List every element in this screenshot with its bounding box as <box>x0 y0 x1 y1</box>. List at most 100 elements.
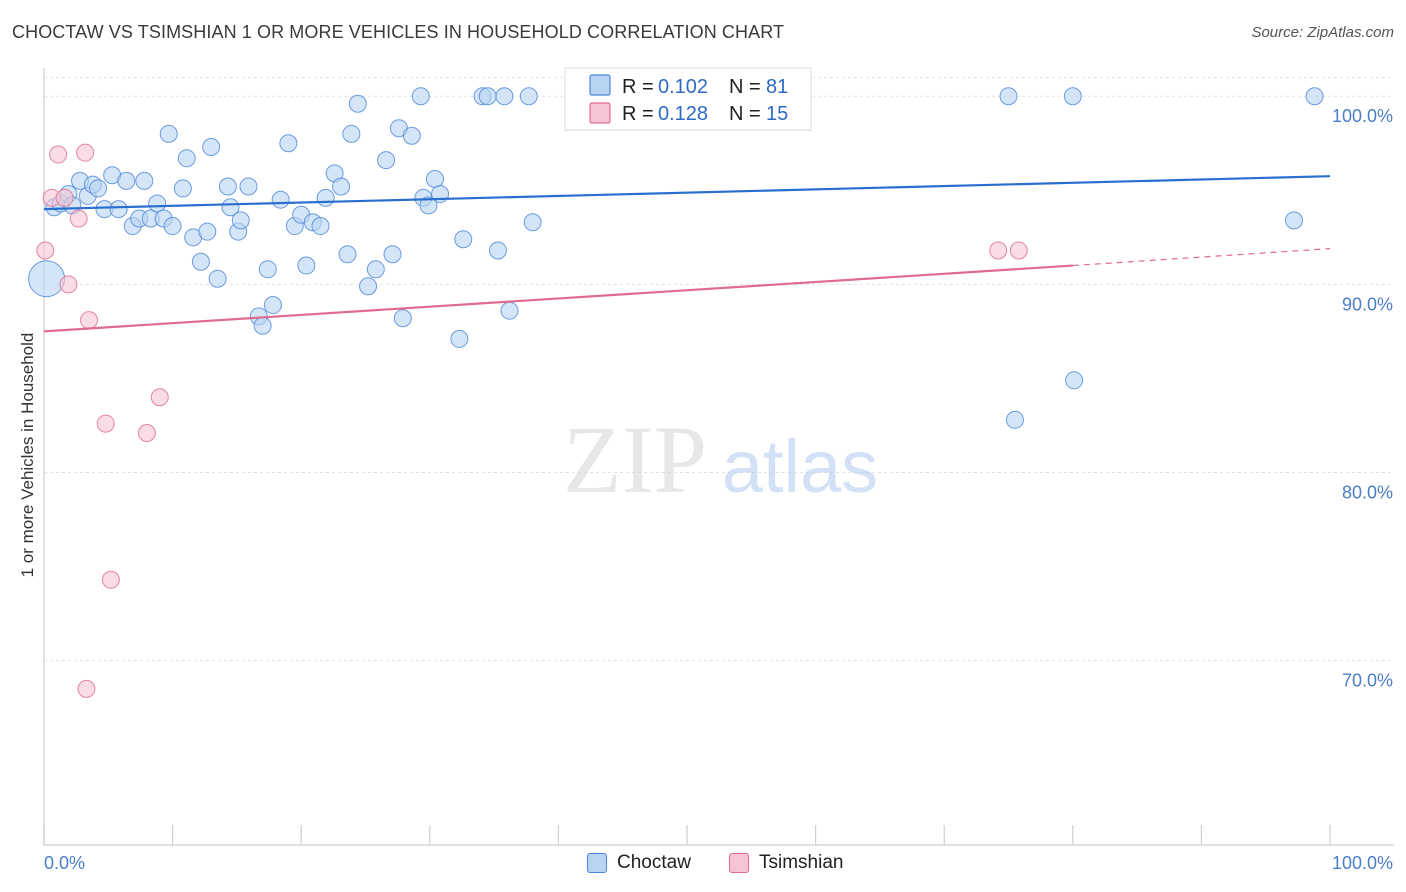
choctaw-point <box>135 171 154 190</box>
series-legend: Choctaw Tsimshian <box>0 852 1406 878</box>
choctaw-point <box>519 87 538 106</box>
tsimshian-point <box>150 388 169 407</box>
choctaw-point <box>279 134 298 153</box>
tsimshian-point <box>36 241 55 260</box>
x-tick-labels: 0.0% 100.0% <box>44 853 1393 873</box>
choctaw-point <box>359 277 378 296</box>
tsimshian-point <box>989 241 1008 260</box>
choctaw-point <box>366 260 385 279</box>
choctaw-point <box>1063 87 1082 106</box>
choctaw-point <box>1005 410 1024 429</box>
choctaw-point <box>177 149 196 168</box>
y-tick-label: 70.0% <box>1342 671 1393 691</box>
stats-legend: R = 0.102 N = 81 R = 0.128 N = 15 <box>564 67 812 131</box>
choctaw-point <box>263 296 282 315</box>
x-tick-label-end: 100.0% <box>1332 853 1393 873</box>
choctaw-point <box>425 170 444 188</box>
trend-lines <box>43 175 1331 333</box>
choctaw-point <box>332 177 351 196</box>
source-credit: Source: ZipAtlas.com <box>1251 24 1394 41</box>
choctaw-point <box>258 260 277 279</box>
choctaw-point <box>377 151 396 170</box>
legend-r-value-choctaw: 0.102 <box>658 76 708 98</box>
tsimshian-legend-label: Tsimshian <box>759 852 844 873</box>
legend-n-value-choctaw: 81 <box>766 76 788 98</box>
choctaw-point <box>419 196 438 215</box>
chart-title: CHOCTAW VS TSIMSHIAN 1 OR MORE VEHICLES … <box>12 22 785 42</box>
choctaw-point <box>1284 211 1303 230</box>
choctaw-point <box>221 198 240 217</box>
legend-n-label-tsimshian: N = <box>729 103 761 125</box>
choctaw-point <box>450 329 469 348</box>
choctaw-point <box>488 241 507 260</box>
legend-r-value-tsimshian: 0.128 <box>658 103 708 125</box>
choctaw-point <box>202 138 221 157</box>
choctaw-point <box>338 245 357 264</box>
x-tick-label-start: 0.0% <box>44 853 85 873</box>
y-tick-label: 80.0% <box>1342 482 1393 502</box>
y-tick-label: 90.0% <box>1342 294 1393 314</box>
choctaw-point <box>191 252 210 271</box>
data-points <box>28 87 1324 698</box>
tsimshian-point <box>1009 241 1028 260</box>
choctaw-point <box>383 245 402 264</box>
choctaw-point <box>478 87 497 106</box>
watermark-zip: ZIP <box>563 406 707 513</box>
choctaw-point <box>411 87 430 106</box>
choctaw-point <box>89 179 108 198</box>
choctaw-point <box>159 124 178 143</box>
choctaw-point <box>148 194 167 213</box>
choctaw-point <box>348 94 367 113</box>
series-legend-choctaw: Choctaw <box>587 852 691 874</box>
tsimshian-trend-extension <box>1072 248 1331 267</box>
y-tick-label: 100.0% <box>1332 106 1393 126</box>
choctaw-point <box>454 230 473 249</box>
choctaw-trend-line <box>43 175 1331 211</box>
legend-n-label-choctaw: N = <box>729 76 761 98</box>
series-legend-tsimshian: Tsimshian <box>729 852 843 874</box>
choctaw-point <box>239 177 258 196</box>
gridlines <box>44 76 1394 662</box>
choctaw-point <box>393 309 412 328</box>
choctaw-point <box>173 179 192 198</box>
choctaw-point <box>28 260 66 298</box>
tsimshian-point <box>69 209 88 228</box>
legend-swatch-tsimshian <box>589 102 611 124</box>
choctaw-point <box>271 190 290 209</box>
tsimshian-point <box>55 188 74 207</box>
tsimshian-point <box>59 275 78 294</box>
tsimshian-point <box>137 423 156 442</box>
choctaw-legend-label: Choctaw <box>617 852 691 873</box>
choctaw-point <box>297 256 316 275</box>
choctaw-point <box>1065 371 1084 390</box>
choctaw-point <box>523 213 542 232</box>
tsimshian-point <box>101 570 120 589</box>
choctaw-point <box>253 316 272 335</box>
choctaw-point <box>316 188 335 207</box>
legend-swatch-choctaw <box>589 74 611 96</box>
tsimshian-point <box>77 679 96 698</box>
choctaw-point <box>402 126 421 145</box>
choctaw-point <box>117 171 136 190</box>
choctaw-swatch <box>587 853 607 873</box>
choctaw-point <box>198 222 217 241</box>
choctaw-point <box>231 211 250 230</box>
choctaw-point <box>999 87 1018 106</box>
choctaw-point <box>342 124 361 143</box>
y-tick-labels: 70.0% 80.0% 90.0% 100.0% <box>1332 106 1393 690</box>
choctaw-point <box>311 217 330 236</box>
tsimshian-trend-line <box>43 264 1073 333</box>
tsimshian-point <box>76 143 95 162</box>
choctaw-point <box>500 301 519 320</box>
choctaw-point <box>495 87 514 106</box>
tsimshian-point <box>80 311 99 330</box>
legend-r-label-choctaw: R = <box>622 76 654 98</box>
tsimshian-point <box>96 414 115 433</box>
watermark-atlas: atlas <box>722 425 878 508</box>
choctaw-point <box>1305 87 1324 106</box>
tsimshian-swatch <box>729 853 749 873</box>
choctaw-point <box>208 269 227 288</box>
legend-r-label-tsimshian: R = <box>622 103 654 125</box>
choctaw-point <box>109 200 128 219</box>
